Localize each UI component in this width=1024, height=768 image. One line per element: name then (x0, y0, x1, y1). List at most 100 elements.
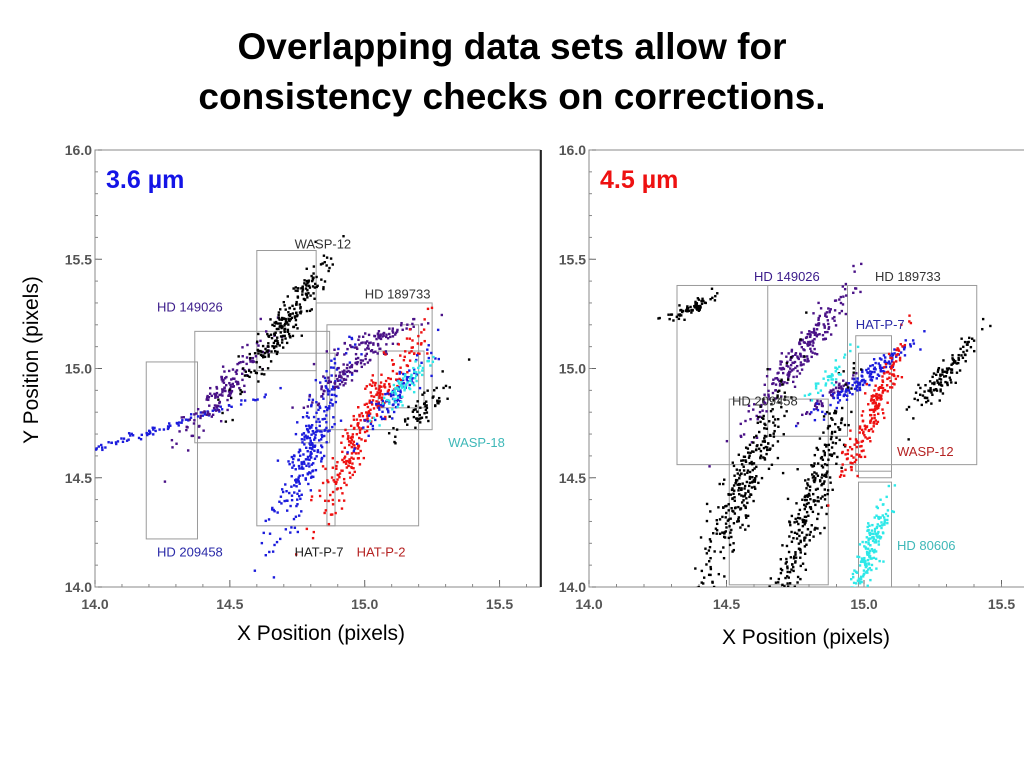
data-point (308, 436, 312, 440)
data-point (309, 443, 312, 447)
data-point (281, 325, 284, 329)
data-point (296, 498, 299, 501)
data-point (781, 371, 785, 375)
data-point (391, 327, 395, 330)
data-point (869, 373, 872, 376)
data-point (236, 381, 240, 384)
data-point (403, 420, 407, 423)
data-point (853, 270, 856, 273)
data-point (870, 399, 873, 402)
data-point (116, 440, 120, 443)
data-point (883, 416, 886, 420)
data-point (364, 342, 367, 345)
data-point (732, 492, 735, 496)
data-point (852, 264, 855, 268)
data-point (752, 499, 755, 503)
data-point (364, 387, 367, 390)
data-point (803, 545, 807, 548)
data-point (411, 382, 414, 385)
data-point (899, 351, 903, 354)
data-point (391, 408, 394, 411)
data-point (877, 388, 880, 391)
data-point (323, 376, 327, 380)
data-point (266, 345, 270, 348)
data-point (806, 344, 810, 347)
data-point (834, 359, 838, 362)
data-point (783, 381, 786, 384)
data-point (950, 363, 953, 366)
data-point (803, 507, 806, 511)
data-point (747, 524, 750, 528)
data-point (330, 393, 334, 397)
data-point (335, 368, 339, 371)
data-point (382, 396, 386, 400)
data-point (287, 313, 291, 317)
data-point (873, 389, 876, 392)
data-point (257, 380, 260, 383)
data-point (789, 363, 793, 367)
data-point (293, 454, 296, 458)
data-point (696, 297, 700, 300)
data-point (819, 400, 822, 403)
data-point (788, 535, 791, 538)
data-point (792, 375, 795, 379)
data-point (870, 536, 874, 539)
data-point (825, 475, 828, 478)
data-point (799, 355, 802, 358)
data-point (360, 438, 363, 441)
data-point (803, 359, 807, 362)
data-point (321, 262, 324, 265)
data-point (223, 377, 227, 380)
data-point (957, 358, 961, 361)
data-point (914, 391, 918, 394)
data-point (275, 540, 279, 544)
data-point (225, 375, 228, 379)
data-point (865, 536, 869, 539)
data-point (291, 334, 295, 338)
data-point (864, 392, 867, 395)
data-point (880, 526, 883, 530)
data-point (883, 518, 887, 522)
data-point (215, 391, 219, 395)
data-point (838, 428, 842, 431)
data-point (381, 402, 385, 405)
series-hd-80606 (803, 343, 897, 587)
data-point (792, 565, 795, 569)
data-point (420, 331, 423, 334)
data-point (367, 347, 370, 350)
data-point (279, 308, 282, 311)
data-point (290, 526, 293, 529)
data-point (219, 405, 222, 408)
data-point (797, 512, 800, 516)
data-point (254, 398, 257, 402)
data-point (800, 331, 803, 334)
data-point (280, 502, 283, 505)
data-point (255, 371, 259, 375)
data-point (427, 356, 431, 360)
data-point (884, 356, 887, 359)
data-point (766, 368, 769, 371)
data-point (385, 333, 388, 336)
data-point (860, 580, 863, 584)
data-point (882, 354, 886, 357)
data-point (874, 419, 877, 422)
data-point (750, 441, 754, 444)
data-point (298, 454, 302, 457)
data-point (751, 468, 754, 472)
data-point (864, 541, 868, 544)
data-point (296, 503, 299, 506)
data-point (280, 341, 284, 344)
data-point (929, 388, 932, 392)
data-point (320, 444, 323, 447)
data-point (394, 391, 397, 395)
data-point (807, 478, 810, 481)
data-point (950, 371, 954, 374)
data-point (927, 389, 930, 392)
data-point (306, 473, 310, 476)
data-point (392, 383, 396, 387)
data-point (846, 383, 849, 386)
data-point (169, 424, 172, 427)
data-point (834, 411, 837, 415)
data-point (809, 347, 812, 351)
data-point (325, 426, 328, 430)
